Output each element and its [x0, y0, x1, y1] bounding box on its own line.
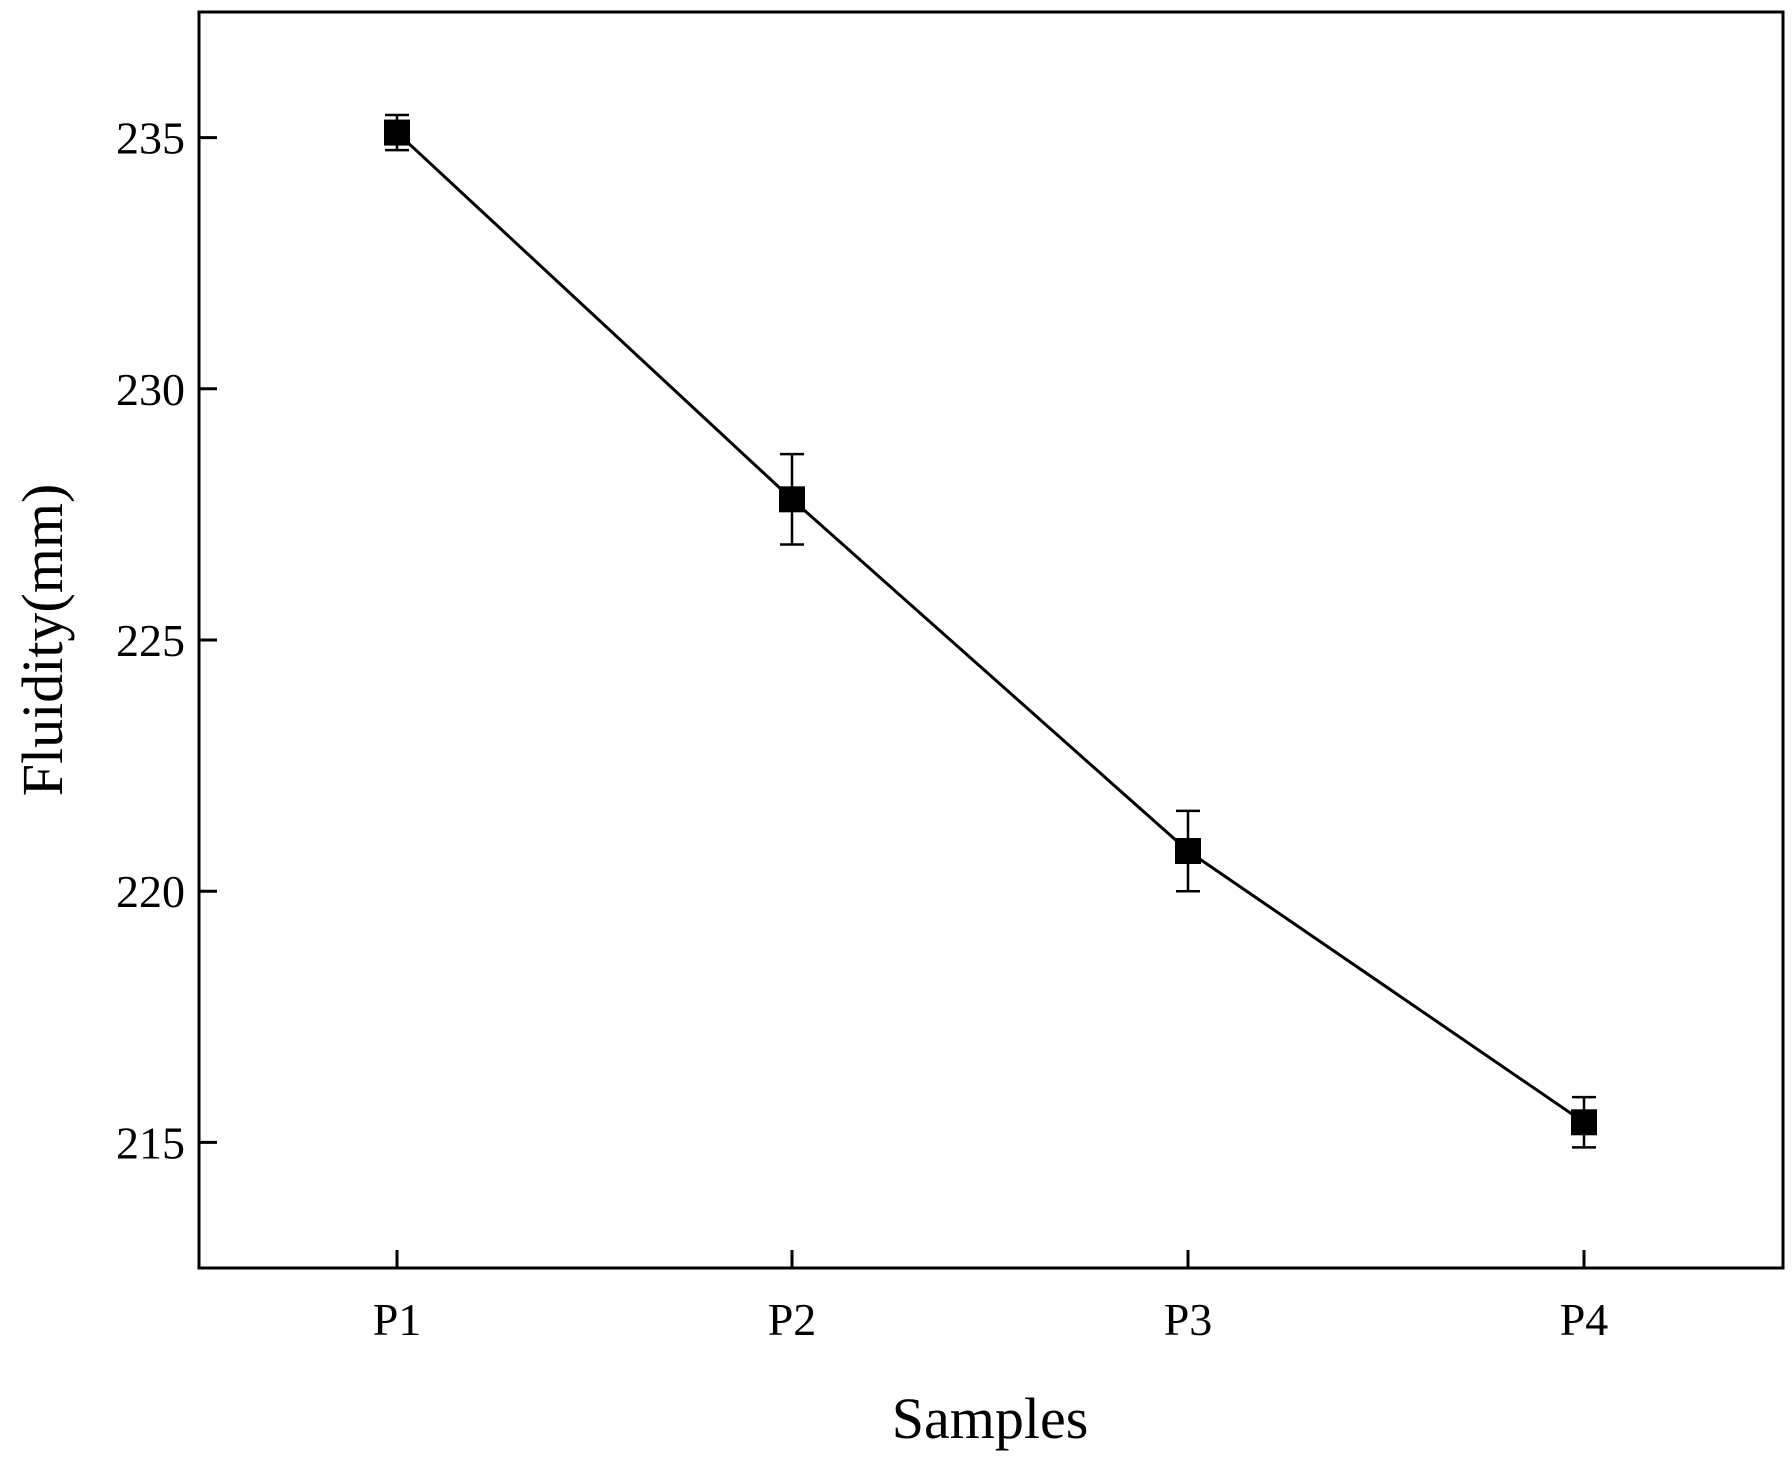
x-axis: P1 P2 P3 P4 [373, 1250, 1609, 1345]
y-axis-title: Fluidity(mm) [10, 484, 75, 797]
data-point [384, 119, 410, 146]
x-tick-label: P4 [1560, 1294, 1609, 1345]
data-point [779, 486, 805, 513]
series-layer [384, 113, 1597, 1149]
x-tick-label: P2 [768, 1294, 817, 1345]
x-axis-title: Samples [892, 1386, 1089, 1451]
y-tick-label: 215 [116, 1117, 185, 1168]
y-tick-label: 220 [116, 866, 185, 917]
data-point [1571, 1109, 1597, 1136]
series-line [395, 131, 1585, 1124]
y-tick-label: 230 [116, 364, 185, 415]
plot-frame [197, 10, 1785, 1270]
x-tick-label: P3 [1164, 1294, 1213, 1345]
x-tick-label: P1 [373, 1294, 422, 1345]
y-tick-label: 235 [116, 113, 185, 164]
y-tick-label: 225 [116, 615, 185, 666]
y-axis: 215 220 225 230 235 [116, 113, 217, 1168]
data-point [1175, 838, 1201, 865]
